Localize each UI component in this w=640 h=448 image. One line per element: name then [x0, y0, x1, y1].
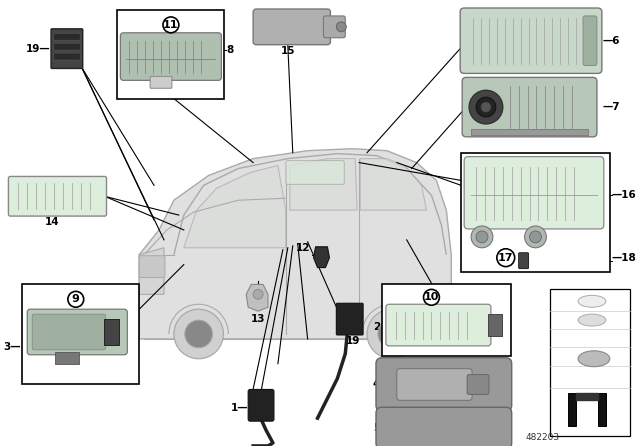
Bar — [55, 352, 79, 364]
Circle shape — [497, 249, 515, 267]
Bar — [488, 314, 502, 336]
Text: 15: 15 — [280, 46, 295, 56]
Text: 10: 10 — [424, 292, 439, 302]
FancyBboxPatch shape — [140, 256, 165, 277]
Text: 12: 12 — [296, 243, 310, 253]
FancyBboxPatch shape — [583, 16, 597, 65]
Polygon shape — [246, 284, 268, 311]
Bar — [104, 319, 120, 345]
Polygon shape — [290, 159, 357, 210]
FancyBboxPatch shape — [120, 33, 221, 80]
Circle shape — [163, 17, 179, 33]
Ellipse shape — [578, 351, 610, 366]
Text: 19—: 19— — [26, 43, 50, 54]
Circle shape — [525, 226, 547, 248]
FancyBboxPatch shape — [376, 407, 512, 448]
Polygon shape — [140, 149, 451, 339]
Bar — [576, 393, 598, 401]
Circle shape — [424, 289, 440, 305]
FancyBboxPatch shape — [248, 389, 274, 421]
FancyBboxPatch shape — [460, 8, 602, 73]
Text: 8: 8 — [227, 45, 234, 55]
Circle shape — [469, 90, 503, 124]
Bar — [471, 129, 588, 135]
Polygon shape — [314, 247, 330, 267]
Text: 17: 17 — [498, 253, 513, 263]
FancyBboxPatch shape — [253, 9, 330, 45]
FancyBboxPatch shape — [462, 78, 597, 137]
FancyBboxPatch shape — [28, 309, 127, 355]
FancyBboxPatch shape — [323, 16, 345, 38]
FancyBboxPatch shape — [8, 177, 106, 216]
Circle shape — [476, 97, 496, 117]
Bar — [22, 284, 140, 383]
Text: 11: 11 — [163, 20, 179, 30]
FancyBboxPatch shape — [54, 33, 80, 40]
Text: 1—: 1— — [230, 403, 248, 413]
Text: —16: —16 — [612, 190, 637, 200]
FancyBboxPatch shape — [518, 253, 529, 269]
Text: 9: 9 — [72, 294, 80, 304]
FancyBboxPatch shape — [286, 160, 344, 185]
FancyBboxPatch shape — [464, 157, 604, 229]
Text: 10: 10 — [552, 315, 564, 325]
Text: 9: 9 — [552, 354, 559, 363]
FancyBboxPatch shape — [337, 303, 363, 335]
Text: 19: 19 — [346, 336, 360, 346]
Circle shape — [471, 226, 493, 248]
Text: 13: 13 — [251, 314, 266, 324]
Text: —6: —6 — [603, 36, 620, 46]
FancyBboxPatch shape — [54, 43, 80, 50]
Text: —18: —18 — [612, 253, 637, 263]
FancyBboxPatch shape — [54, 53, 80, 60]
Bar — [117, 10, 225, 99]
FancyBboxPatch shape — [150, 76, 172, 88]
Text: —7: —7 — [603, 102, 621, 112]
Text: 4: 4 — [372, 379, 380, 389]
Ellipse shape — [578, 314, 606, 326]
Circle shape — [68, 291, 84, 307]
FancyBboxPatch shape — [386, 304, 491, 346]
FancyBboxPatch shape — [397, 369, 472, 401]
FancyBboxPatch shape — [467, 375, 489, 394]
Text: 11: 11 — [552, 334, 565, 344]
Bar — [550, 289, 630, 436]
FancyBboxPatch shape — [51, 29, 83, 69]
Circle shape — [367, 309, 417, 359]
Circle shape — [337, 22, 346, 32]
Circle shape — [481, 102, 491, 112]
Polygon shape — [568, 393, 606, 426]
Circle shape — [476, 231, 488, 243]
Text: 3—: 3— — [3, 342, 20, 352]
Bar — [461, 153, 610, 271]
Circle shape — [185, 320, 212, 348]
Bar — [382, 284, 511, 356]
Text: 5: 5 — [372, 423, 380, 433]
Text: 482203: 482203 — [525, 433, 559, 442]
Polygon shape — [360, 159, 426, 210]
Text: 2: 2 — [372, 322, 380, 332]
Circle shape — [253, 289, 263, 299]
Ellipse shape — [578, 295, 606, 307]
Circle shape — [174, 309, 223, 359]
Polygon shape — [184, 166, 286, 248]
FancyBboxPatch shape — [32, 314, 106, 350]
FancyBboxPatch shape — [376, 358, 512, 411]
Text: 14: 14 — [45, 217, 60, 227]
Text: 17: 17 — [552, 297, 565, 306]
Circle shape — [529, 231, 541, 243]
Circle shape — [378, 320, 406, 348]
Polygon shape — [140, 248, 164, 294]
